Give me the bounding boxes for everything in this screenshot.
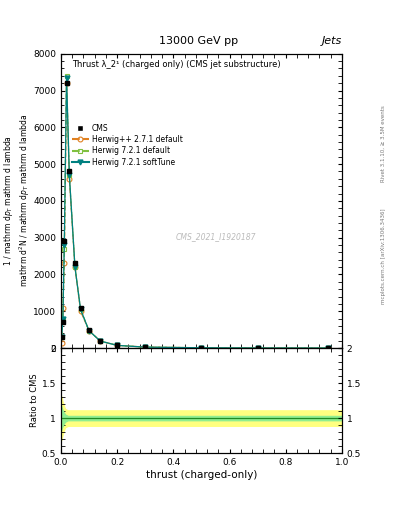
Text: CMS_2021_I1920187: CMS_2021_I1920187	[175, 232, 256, 241]
Text: mcplots.cern.ch [arXiv:1306.3436]: mcplots.cern.ch [arXiv:1306.3436]	[381, 208, 386, 304]
Y-axis label: 1 / mathrm d$p_T$ mathrm d lambda
mathrm d$^2$N / mathrm d$p_T$ mathrm d lambda: 1 / mathrm d$p_T$ mathrm d lambda mathrm…	[2, 114, 32, 288]
Text: Rivet 3.1.10, ≥ 3.5M events: Rivet 3.1.10, ≥ 3.5M events	[381, 105, 386, 182]
Legend: CMS, Herwig++ 2.7.1 default, Herwig 7.2.1 default, Herwig 7.2.1 softTune: CMS, Herwig++ 2.7.1 default, Herwig 7.2.…	[70, 122, 184, 168]
Text: Thrust λ_2¹ (charged only) (CMS jet substructure): Thrust λ_2¹ (charged only) (CMS jet subs…	[72, 59, 281, 69]
Y-axis label: Ratio to CMS: Ratio to CMS	[30, 374, 39, 428]
Text: Jets: Jets	[321, 36, 342, 46]
X-axis label: thrust (charged-only): thrust (charged-only)	[146, 470, 257, 480]
Text: 13000 GeV pp: 13000 GeV pp	[159, 36, 238, 46]
